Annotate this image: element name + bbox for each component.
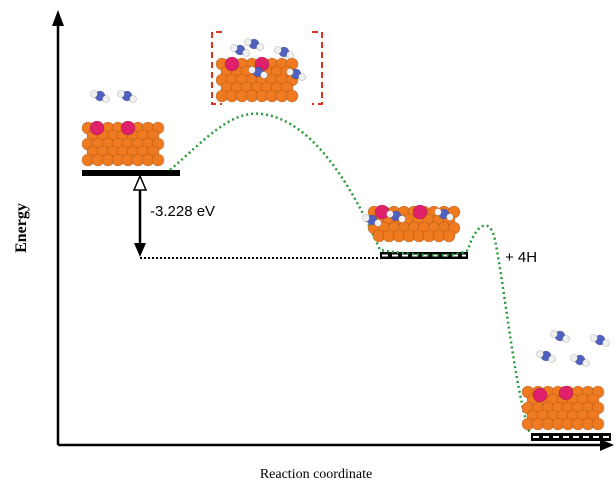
h-atom bbox=[243, 50, 250, 57]
energy-gap-label: -3.228 eV bbox=[150, 203, 215, 220]
h-atom bbox=[603, 340, 610, 347]
energy-profile-diagram: Energy Reaction coordinate -3.228 eV + 4… bbox=[0, 0, 616, 484]
dopant-atom bbox=[413, 205, 427, 219]
h-atom bbox=[103, 96, 110, 103]
h-atom bbox=[249, 67, 256, 74]
y-axis-arrow bbox=[52, 10, 64, 26]
h-atom bbox=[551, 331, 558, 338]
metal-atom bbox=[592, 418, 604, 430]
h-atom bbox=[91, 91, 98, 98]
h-atom bbox=[435, 209, 442, 216]
h-atom bbox=[537, 351, 544, 358]
dopant-atom bbox=[559, 386, 573, 400]
y-axis-label: Energy bbox=[13, 203, 30, 253]
h-atom bbox=[275, 47, 282, 54]
metal-atom bbox=[152, 154, 164, 166]
x-axis-label: Reaction coordinate bbox=[260, 467, 372, 482]
h-atom bbox=[363, 215, 370, 222]
h-atom bbox=[583, 360, 590, 367]
h-atom bbox=[257, 44, 264, 51]
page: {"axes": {"y_label": "Energy", "x_label"… bbox=[0, 0, 616, 484]
dopant-atom bbox=[225, 57, 239, 71]
h-atom bbox=[299, 74, 306, 81]
gap-arrow-head bbox=[134, 243, 146, 257]
h-atom bbox=[591, 335, 598, 342]
h-atom bbox=[387, 211, 394, 218]
h-atom bbox=[118, 91, 125, 98]
h-atom bbox=[399, 216, 406, 223]
h-atom bbox=[245, 39, 252, 46]
gap-arrow-head bbox=[134, 176, 146, 190]
atomic-structures bbox=[82, 39, 610, 431]
h-atom bbox=[231, 45, 238, 52]
dopant-atom bbox=[533, 388, 547, 402]
h-atom bbox=[287, 69, 294, 76]
reaction-path bbox=[170, 114, 530, 434]
h-atom bbox=[571, 355, 578, 362]
h-atom bbox=[549, 356, 556, 363]
h-atom bbox=[130, 96, 137, 103]
h-atom bbox=[375, 220, 382, 227]
metal-atom bbox=[286, 90, 298, 102]
dopant-atom bbox=[90, 121, 104, 135]
h-atom bbox=[261, 72, 268, 79]
metal-atom bbox=[443, 230, 455, 242]
product-note: + 4H bbox=[505, 249, 537, 266]
h-atom bbox=[563, 336, 570, 343]
h-atom bbox=[287, 52, 294, 59]
h-atom bbox=[447, 214, 454, 221]
dopant-atom bbox=[121, 121, 135, 135]
